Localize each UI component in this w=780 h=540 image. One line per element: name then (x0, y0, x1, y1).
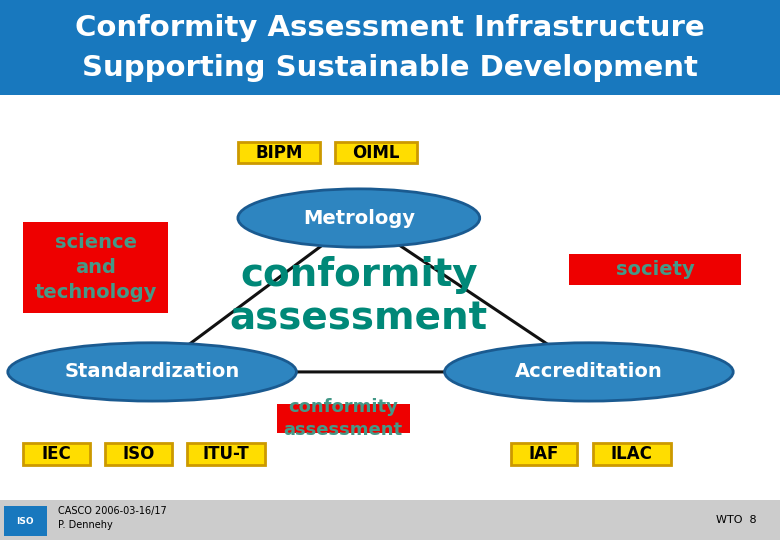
FancyBboxPatch shape (335, 142, 417, 164)
FancyBboxPatch shape (511, 443, 577, 465)
Text: society: society (616, 260, 694, 279)
Text: ITU-T: ITU-T (203, 445, 250, 463)
FancyBboxPatch shape (23, 443, 90, 465)
FancyBboxPatch shape (593, 443, 671, 465)
FancyBboxPatch shape (238, 142, 320, 164)
Ellipse shape (445, 343, 733, 401)
Text: Accreditation: Accreditation (515, 362, 663, 381)
FancyBboxPatch shape (0, 500, 780, 540)
Ellipse shape (8, 343, 296, 401)
Text: CASCO 2006-03-16/17
P. Dennehy: CASCO 2006-03-16/17 P. Dennehy (58, 506, 167, 530)
FancyBboxPatch shape (277, 404, 410, 433)
Text: Metrology: Metrology (303, 208, 415, 227)
Text: conformity
assessment: conformity assessment (230, 256, 488, 338)
FancyBboxPatch shape (569, 254, 741, 285)
Text: ISO: ISO (16, 517, 34, 525)
Text: IAF: IAF (529, 445, 559, 463)
Text: ILAC: ILAC (611, 445, 653, 463)
Text: ISO: ISO (122, 445, 154, 463)
Text: science
and
technology: science and technology (34, 233, 157, 302)
FancyBboxPatch shape (4, 506, 47, 536)
Text: Conformity Assessment Infrastructure: Conformity Assessment Infrastructure (75, 15, 705, 42)
Text: OIML: OIML (353, 144, 400, 162)
FancyBboxPatch shape (105, 443, 172, 465)
Text: Supporting Sustainable Development: Supporting Sustainable Development (82, 54, 698, 82)
Text: IEC: IEC (41, 445, 72, 463)
Text: WTO  8: WTO 8 (716, 515, 757, 525)
Text: Standardization: Standardization (65, 362, 239, 381)
FancyBboxPatch shape (187, 443, 265, 465)
FancyBboxPatch shape (0, 0, 780, 94)
Text: conformity
assessment: conformity assessment (284, 397, 402, 440)
Text: BIPM: BIPM (255, 144, 303, 162)
FancyBboxPatch shape (23, 222, 168, 313)
Ellipse shape (238, 189, 480, 247)
